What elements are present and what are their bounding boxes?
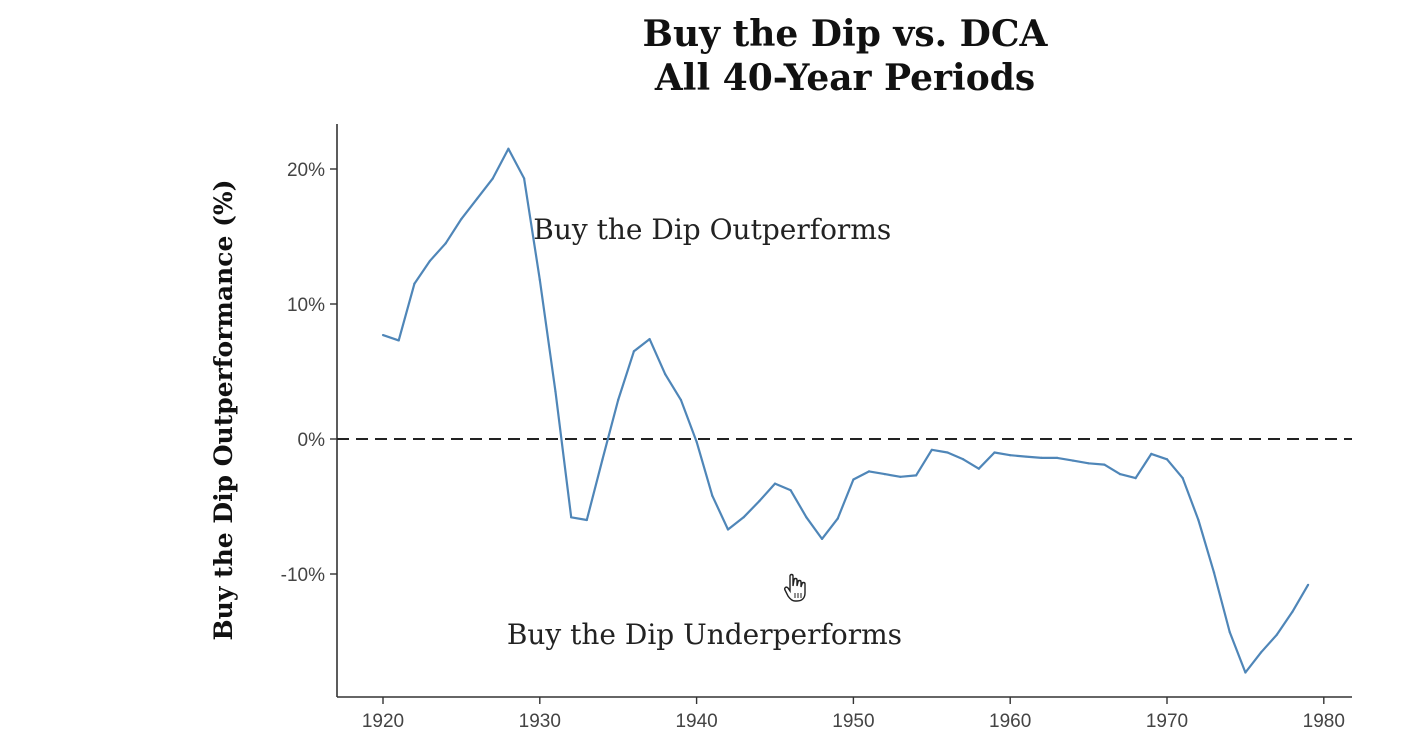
data-point — [570, 516, 573, 519]
data-point — [413, 282, 416, 285]
data-point — [1071, 459, 1075, 462]
data-point — [742, 516, 745, 519]
data-point — [664, 373, 667, 376]
data-point — [695, 440, 698, 443]
data-point — [758, 500, 761, 503]
data-point — [1228, 630, 1231, 634]
data-point — [381, 333, 385, 337]
data-point — [648, 338, 651, 341]
x-tick-label: 1980 — [1303, 711, 1345, 732]
data-point — [1009, 454, 1012, 457]
data-point — [1307, 583, 1310, 586]
data-point — [523, 177, 526, 180]
data-point — [601, 458, 604, 461]
data-point — [1056, 456, 1059, 459]
data-point — [1150, 452, 1153, 455]
data-point — [726, 528, 730, 531]
data-point — [1291, 610, 1294, 613]
data-point — [1244, 671, 1247, 674]
series-line — [382, 147, 1310, 674]
data-point — [1165, 458, 1169, 461]
data-point — [444, 242, 447, 245]
data-point — [1103, 463, 1106, 466]
chart-title-line-2: All 40-Year Periods — [654, 57, 1035, 99]
y-tick-label: 0% — [298, 430, 326, 451]
data-point — [397, 339, 400, 342]
data-point — [1118, 473, 1122, 476]
x-tick-label: 1950 — [832, 711, 874, 732]
data-point — [711, 494, 714, 497]
data-point — [1087, 462, 1090, 465]
x-tick-label: 1940 — [675, 711, 717, 732]
data-point — [1134, 477, 1137, 480]
x-tick-label: 1970 — [1146, 711, 1188, 732]
hand-cursor-icon — [784, 573, 806, 602]
data-point — [585, 518, 588, 522]
data-point — [805, 516, 808, 519]
data-point — [899, 475, 902, 478]
data-point — [946, 451, 949, 454]
data-point — [507, 147, 510, 150]
data-point — [930, 448, 933, 451]
data-point — [1275, 633, 1278, 636]
data-point — [993, 451, 996, 454]
data-point — [915, 474, 918, 477]
data-point — [428, 259, 432, 262]
data-point — [1197, 518, 1200, 522]
data-point — [820, 537, 824, 541]
plot-area: 20% 10% 0% -10% 1920 1930 1940 1950 1960 1970 1980… — [281, 124, 1352, 732]
data-point — [789, 489, 792, 492]
data-point — [836, 517, 839, 520]
data-point — [1024, 455, 1027, 458]
y-tick-label: 20% — [287, 160, 325, 181]
data-point — [1212, 571, 1216, 574]
data-point — [1259, 651, 1263, 654]
data-point — [475, 197, 479, 200]
data-point — [1040, 456, 1043, 459]
y-axis-label: Buy the Dip Outperformance (%) — [209, 180, 238, 641]
data-point — [538, 278, 541, 281]
y-tick-label: -10% — [281, 565, 325, 586]
y-tick-label: 10% — [287, 295, 325, 316]
data-point — [883, 473, 886, 476]
data-point — [977, 467, 980, 470]
data-point — [554, 390, 557, 393]
x-tick-label: 1920 — [362, 711, 404, 732]
data-point — [852, 478, 855, 481]
annotation-text: Buy the Dip Outperforms — [533, 213, 891, 246]
data-point — [460, 217, 463, 221]
x-tick-label: 1930 — [519, 711, 561, 732]
data-point — [962, 458, 965, 461]
chart-title-line-1: Buy the Dip vs. DCA — [643, 13, 1049, 55]
data-point — [617, 398, 620, 401]
data-point — [1181, 477, 1184, 480]
data-point — [632, 350, 635, 353]
data-point — [773, 482, 777, 485]
x-tick-label: 1960 — [989, 711, 1031, 732]
annotation-text: Buy the Dip Underperforms — [507, 618, 902, 651]
data-point — [867, 470, 871, 473]
data-point — [679, 398, 683, 401]
data-point — [491, 177, 494, 180]
